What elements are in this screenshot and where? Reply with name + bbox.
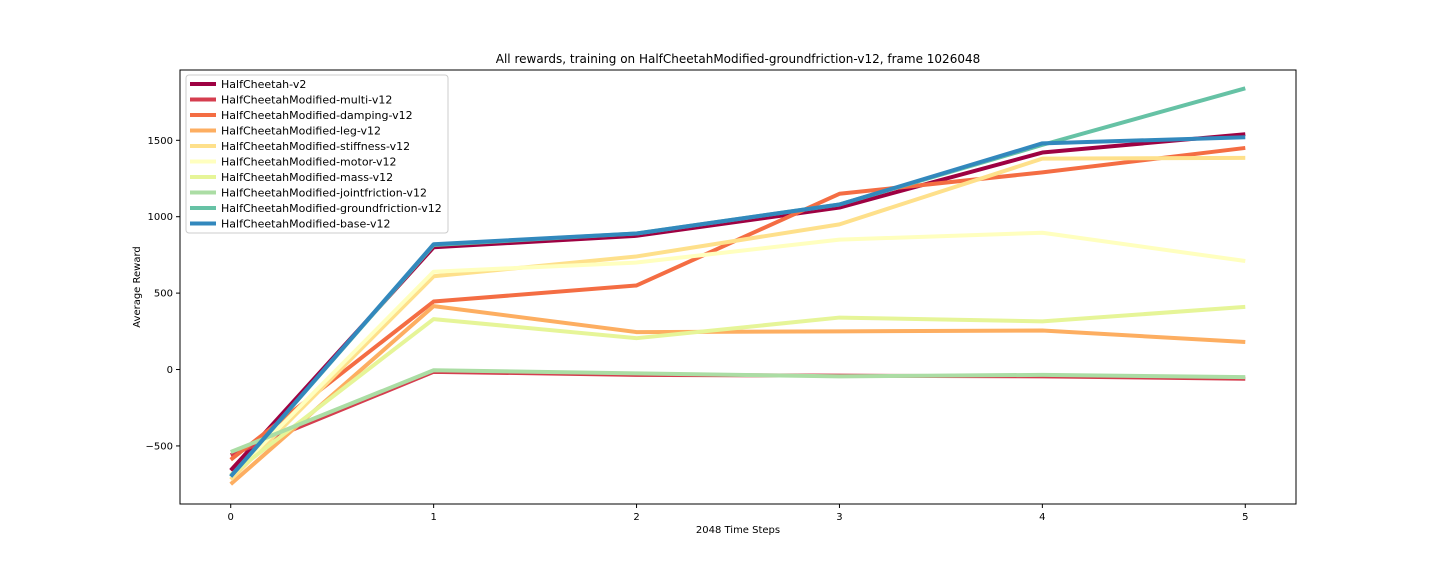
x-tick-label: 3: [836, 512, 842, 523]
legend-label-2: HalfCheetahModified-damping-v12: [221, 109, 413, 122]
x-axis-label: 2048 Time Steps: [696, 525, 780, 536]
x-axis: 0 1 2 3 4 5: [228, 504, 1248, 523]
series-line-3: [229, 304, 1246, 486]
y-axis-label: Average Reward: [132, 246, 143, 327]
legend-label-7: HalfCheetahModified-jointfriction-v12: [221, 187, 427, 200]
legend: HalfCheetah-v2 HalfCheetahModified-multi-…: [185, 74, 449, 234]
legend-label-1: HalfCheetahModified-multi-v12: [221, 94, 392, 107]
y-axis: −500 0 500 1000 1500: [146, 136, 180, 452]
legend-label-8: HalfCheetahModified-groundfriction-v12: [221, 202, 442, 215]
series-line-4: [229, 155, 1246, 481]
x-tick-label: 4: [1039, 512, 1045, 523]
chart-title: All rewards, training on HalfCheetahModi…: [496, 52, 980, 66]
legend-label-6: HalfCheetahModified-mass-v12: [221, 171, 393, 184]
series-line-7: [229, 368, 1246, 454]
x-tick-label: 1: [430, 512, 436, 523]
y-tick-label: 0: [167, 365, 173, 376]
y-tick-label: 1000: [148, 212, 173, 223]
legend-label-5: HalfCheetahModified-motor-v12: [221, 156, 397, 169]
legend-label-4: HalfCheetahModified-stiffness-v12: [221, 140, 410, 153]
y-tick-label: 1500: [148, 136, 173, 147]
legend-label-9: HalfCheetahModified-base-v12: [221, 218, 390, 231]
y-tick-label: 500: [154, 289, 173, 300]
y-tick-label: −500: [146, 441, 173, 452]
x-tick-label: 0: [228, 512, 234, 523]
legend-label-3: HalfCheetahModified-leg-v12: [221, 125, 381, 138]
series-line-9: [229, 135, 1246, 478]
legend-box: [185, 74, 449, 234]
series-line-6: [229, 304, 1246, 477]
x-tick-label: 2: [633, 512, 639, 523]
legend-label-0: HalfCheetah-v2: [221, 78, 306, 91]
x-tick-label: 5: [1242, 512, 1248, 523]
series-line-5: [229, 230, 1246, 478]
series-lines: [229, 86, 1246, 486]
plot-frame: [179, 69, 1297, 505]
